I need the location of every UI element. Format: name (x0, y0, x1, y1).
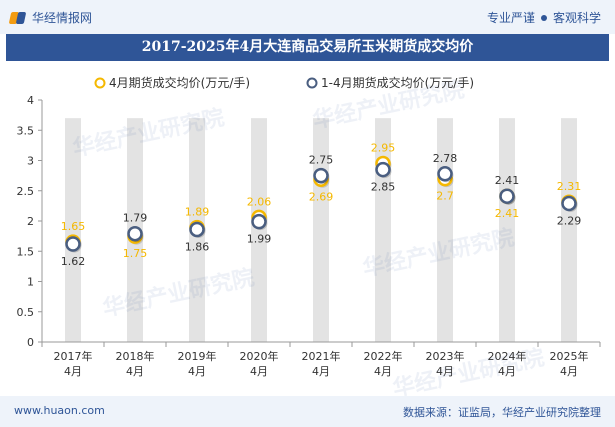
series1-data-label: 1.75 (123, 247, 148, 260)
series2-point (375, 161, 391, 178)
x-tick-label: 2023年 4月 (426, 349, 465, 378)
x-tick-label-line: 2025年 (550, 349, 589, 363)
legend: 4月期货成交均价(万元/手) 1-4月期货成交均价(万元/手) (94, 75, 474, 90)
y-tick-label: 0 (27, 336, 34, 349)
category-band (65, 118, 81, 343)
brand-name: 华经情报网 (32, 11, 93, 25)
series1-data-label: 1.65 (61, 220, 86, 233)
data-marks: 1.65 1.62 1.79 1.75 1.89 1.86 2.06 1.99 2.75 2.69… (61, 142, 582, 268)
x-tick-label-line: 2020年 (240, 349, 279, 363)
x-tick-label: 2022年 4月 (364, 349, 403, 378)
x-tick-label: 2025年 4月 (550, 349, 589, 378)
category-band (251, 118, 267, 343)
x-tick-label-line: 4月 (498, 365, 516, 378)
series1-data-label: 2.06 (247, 195, 272, 208)
series1-data-label: 2.69 (309, 190, 334, 203)
y-tick-label: 0.5 (17, 306, 35, 319)
series2-point (437, 166, 453, 182)
x-tick-label-line: 2018年 (116, 349, 155, 363)
x-tick-label-line: 4月 (560, 365, 578, 378)
x-tick-label-line: 2023年 (426, 349, 465, 363)
series2-point (313, 167, 329, 184)
x-tick-label: 2017年 4月 (54, 349, 93, 378)
x-tick-label-line: 4月 (126, 365, 144, 378)
legend-marker-icon (306, 77, 318, 89)
x-tick-label-line: 2017年 (54, 349, 93, 363)
y-tick-label: 4 (27, 94, 34, 107)
legend-label-1: 4月期货成交均价(万元/手) (109, 75, 250, 90)
x-tick-label-line: 2019年 (178, 349, 217, 363)
series2-data-label: 2.75 (309, 154, 334, 167)
x-tick-label: 2020年 4月 (240, 349, 279, 378)
series2-data-label: 2.29 (557, 214, 582, 227)
series1-data-label: 2.41 (495, 207, 520, 220)
series2-point (127, 225, 143, 242)
legend-label-2: 1-4月期货成交均价(万元/手) (321, 75, 474, 90)
series1-data-label: 2.95 (371, 142, 396, 155)
category-band (499, 118, 515, 343)
series2-data-label: 1.99 (247, 233, 272, 246)
tagline: 专业严谨 客观科学 (487, 9, 601, 26)
series2-data-label: 1.62 (61, 255, 86, 268)
top-bar: 华经情报网 专业严谨 客观科学 (0, 0, 615, 34)
separator-dot-icon (540, 14, 547, 21)
tagline-right: 客观科学 (552, 11, 601, 25)
tagline-left: 专业严谨 (486, 11, 535, 25)
series2-point (189, 221, 205, 238)
footer-source: 数据来源：证监局，华经产业研究院整理 (403, 406, 601, 419)
series2-point (561, 195, 577, 212)
x-tick-label-line: 4月 (436, 365, 454, 378)
x-tick-label: 2021年 4月 (302, 349, 341, 378)
category-band (561, 118, 577, 343)
x-tick-label-line: 4月 (64, 365, 82, 378)
footer-url: www.huaon.com (14, 404, 105, 417)
x-tick-label-line: 2021年 (302, 349, 341, 363)
y-tick-label: 3 (27, 155, 34, 168)
category-band (313, 118, 329, 343)
series2-data-label: 1.79 (123, 212, 148, 225)
series2-point (499, 188, 515, 204)
legend-marker-icon (94, 77, 106, 89)
series2-data-label: 2.41 (495, 174, 520, 187)
watermark-text: 华经产业研究院 (101, 264, 257, 321)
x-tick-label: 2024年 4月 (488, 349, 527, 378)
x-tick-label: 2019年 4月 (178, 349, 217, 378)
y-tick-label: 1.5 (17, 245, 35, 258)
brand: 华经情报网 (8, 9, 93, 26)
series1-data-label: 1.89 (185, 206, 210, 219)
series2-data-label: 2.85 (371, 181, 396, 194)
series2-point (251, 213, 267, 230)
series2-point (65, 236, 81, 252)
x-tick-label-line: 4月 (250, 365, 268, 378)
chart-title: 2017-2025年4月大连商品交易所玉米期货成交均价 (6, 34, 609, 61)
x-tick-label-line: 2024年 (488, 349, 527, 363)
x-tick-label-line: 4月 (374, 365, 392, 378)
x-tick-label-line: 2022年 (364, 349, 403, 363)
x-tick-label: 2018年 4月 (116, 349, 155, 378)
footer: www.huaon.com 数据来源：证监局，华经产业研究院整理 (0, 396, 615, 427)
y-tick-label: 1 (27, 276, 34, 289)
series2-data-label: 2.78 (433, 152, 458, 165)
x-tick-label-line: 4月 (188, 365, 206, 378)
series1-data-label: 2.7 (436, 190, 454, 203)
y-tick-label: 3.5 (17, 124, 35, 137)
series1-data-label: 2.31 (557, 180, 582, 193)
x-tick-label-line: 4月 (312, 365, 330, 378)
y-tick-label: 2 (27, 215, 34, 228)
series2-data-label: 1.86 (185, 240, 210, 253)
y-tick-label: 2.5 (17, 185, 35, 198)
